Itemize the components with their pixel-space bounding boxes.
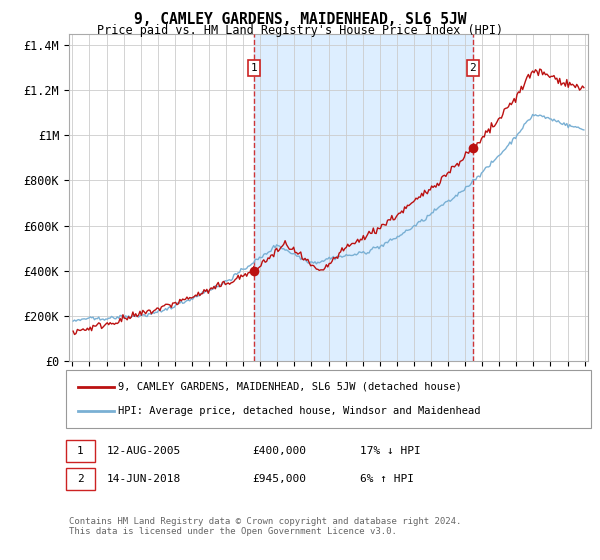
- Text: Contains HM Land Registry data © Crown copyright and database right 2024.
This d: Contains HM Land Registry data © Crown c…: [69, 517, 461, 536]
- Text: 2: 2: [470, 63, 476, 73]
- Text: HPI: Average price, detached house, Windsor and Maidenhead: HPI: Average price, detached house, Wind…: [118, 406, 481, 416]
- Text: 1: 1: [250, 63, 257, 73]
- Text: 12-AUG-2005: 12-AUG-2005: [107, 446, 181, 456]
- Text: £945,000: £945,000: [252, 474, 306, 484]
- Text: 2: 2: [77, 474, 84, 484]
- Text: Price paid vs. HM Land Registry's House Price Index (HPI): Price paid vs. HM Land Registry's House …: [97, 24, 503, 36]
- Text: £400,000: £400,000: [252, 446, 306, 456]
- Text: 6% ↑ HPI: 6% ↑ HPI: [360, 474, 414, 484]
- Text: 17% ↓ HPI: 17% ↓ HPI: [360, 446, 421, 456]
- Text: 9, CAMLEY GARDENS, MAIDENHEAD, SL6 5JW: 9, CAMLEY GARDENS, MAIDENHEAD, SL6 5JW: [134, 12, 466, 27]
- Bar: [254, 34, 473, 361]
- Text: 9, CAMLEY GARDENS, MAIDENHEAD, SL6 5JW (detached house): 9, CAMLEY GARDENS, MAIDENHEAD, SL6 5JW (…: [118, 382, 462, 392]
- Text: 1: 1: [77, 446, 84, 456]
- Text: 14-JUN-2018: 14-JUN-2018: [107, 474, 181, 484]
